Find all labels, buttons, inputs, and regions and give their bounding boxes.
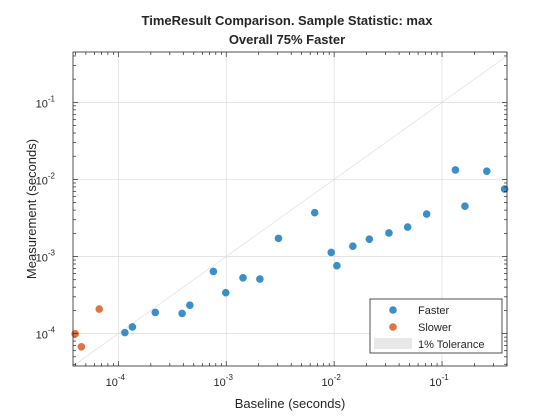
faster-point-20 bbox=[483, 167, 491, 175]
faster-point-11 bbox=[327, 248, 336, 257]
faster-point-16 bbox=[403, 223, 412, 231]
faster-point-10 bbox=[310, 208, 319, 217]
faster-point-17 bbox=[422, 210, 431, 218]
legend-marker-faster bbox=[389, 306, 397, 314]
faster-point-12 bbox=[333, 261, 341, 270]
legend-swatch-tolerance bbox=[374, 338, 412, 349]
faster-point-7 bbox=[239, 273, 247, 282]
x-tick-label-3: 10-1 bbox=[429, 373, 449, 389]
data-points bbox=[71, 166, 509, 351]
legend: Faster Slower 1% Tolerance bbox=[369, 298, 503, 354]
slower-point-2 bbox=[95, 305, 104, 313]
faster-point-9 bbox=[274, 234, 283, 243]
plot-border bbox=[72, 51, 508, 367]
tick-marks bbox=[73, 52, 508, 366]
x-tick-label-0: 10-4 bbox=[106, 373, 126, 389]
identity-line bbox=[72, 55, 508, 367]
faster-point-0 bbox=[121, 328, 129, 337]
x-tick-label-2: 10-2 bbox=[321, 373, 341, 389]
legend-label-slower: Slower bbox=[418, 322, 452, 334]
faster-point-19 bbox=[461, 202, 469, 210]
tick-labels: 10-4 10-3 10-2 10-1 10-4 10-3 10-2 10-1 bbox=[36, 94, 450, 389]
legend-label-faster: Faster bbox=[418, 305, 450, 317]
x-tick-label-1: 10-3 bbox=[214, 373, 234, 389]
faster-point-18 bbox=[451, 166, 460, 174]
faster-point-14 bbox=[365, 235, 374, 243]
chart-title-line-1: TimeResult Comparison. Sample Statistic:… bbox=[142, 13, 434, 28]
faster-point-13 bbox=[349, 242, 357, 251]
faster-point-5 bbox=[209, 267, 218, 276]
faster-point-1 bbox=[128, 323, 137, 331]
faster-point-3 bbox=[178, 309, 186, 318]
y-tick-label-1: 10-3 bbox=[36, 249, 56, 265]
y-axis-label: Measurement (seconds) bbox=[24, 139, 39, 279]
y-tick-label-2: 10-2 bbox=[36, 171, 56, 187]
faster-point-4 bbox=[186, 301, 194, 309]
faster-point-8 bbox=[256, 275, 264, 283]
faster-point-15 bbox=[385, 229, 393, 237]
y-tick-label-0: 10-4 bbox=[36, 326, 56, 342]
faster-point-2 bbox=[151, 308, 160, 317]
chart-title-line-2: Overall 75% Faster bbox=[229, 32, 345, 47]
y-tick-label-3: 10-1 bbox=[36, 94, 56, 110]
x-axis-label: Baseline (seconds) bbox=[235, 396, 346, 411]
legend-marker-slower bbox=[389, 323, 397, 331]
slower-point-1 bbox=[77, 342, 86, 351]
faster-point-6 bbox=[221, 288, 230, 297]
legend-label-tolerance: 1% Tolerance bbox=[418, 339, 484, 351]
